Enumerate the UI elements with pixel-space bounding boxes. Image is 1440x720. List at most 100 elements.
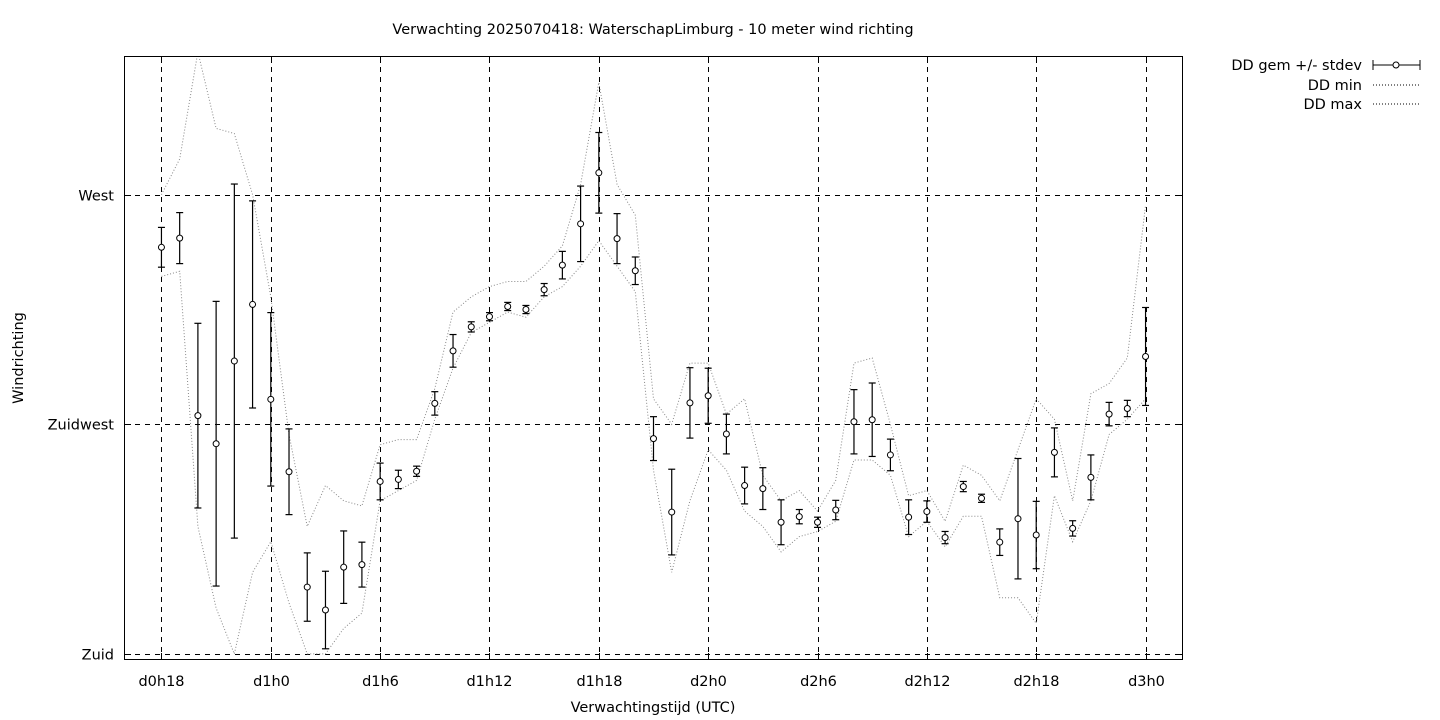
mean-marker <box>413 467 421 475</box>
errorbar-point <box>1105 401 1113 427</box>
errorbar-point <box>194 322 202 509</box>
mean-marker <box>358 561 366 569</box>
mean-marker <box>996 538 1004 546</box>
mean-marker <box>230 357 238 365</box>
mean-marker <box>577 220 585 228</box>
x-tick-label: d1h12 <box>466 674 512 690</box>
x-tick-label: d2h18 <box>1013 674 1059 690</box>
mean-marker <box>686 399 694 407</box>
mean-marker <box>285 468 293 476</box>
errorbar-point <box>449 333 457 368</box>
errorbar-point <box>431 391 439 416</box>
x-tick-label: d0h18 <box>138 674 184 690</box>
errorbar-point <box>595 131 603 214</box>
errorbar-point <box>303 552 311 622</box>
errorbar-point <box>504 301 512 312</box>
errorbar-point <box>485 311 493 322</box>
x-tick-label: d1h0 <box>253 674 290 690</box>
x-tick-label: d2h0 <box>690 674 727 690</box>
mean-marker <box>394 475 402 483</box>
errorbar-point <box>249 200 257 409</box>
mean-marker <box>249 300 257 308</box>
mean-marker <box>540 286 548 294</box>
mean-marker <box>157 243 165 251</box>
mean-marker <box>759 485 767 493</box>
errorbar-point <box>722 413 730 455</box>
errorbar-point <box>394 469 402 490</box>
mean-marker <box>795 513 803 521</box>
errorbar-point <box>376 462 384 501</box>
mean-marker <box>522 306 530 314</box>
errorbar-point <box>176 212 184 265</box>
x-tick-label: d3h0 <box>1128 674 1165 690</box>
legend-swatch-mean-marker <box>1392 61 1400 69</box>
mean-marker <box>431 399 439 407</box>
errorbar-point <box>358 541 366 588</box>
errorbar-point <box>230 183 238 539</box>
errorbar-point <box>959 480 967 493</box>
x-tick-label: d1h6 <box>362 674 399 690</box>
mean-marker <box>650 435 657 443</box>
y-tick-label: West <box>78 189 114 205</box>
mean-marker <box>668 508 676 516</box>
mean-marker <box>959 483 967 491</box>
errorbar-point <box>814 516 822 528</box>
mean-marker <box>923 508 931 516</box>
mean-marker <box>340 563 348 571</box>
errorbar-point <box>558 250 566 280</box>
mean-marker <box>868 416 876 424</box>
mean-marker <box>1069 524 1077 532</box>
mean-marker <box>449 347 457 355</box>
x-tick-label: d2h6 <box>800 674 837 690</box>
chart-title: Verwachting 2025070418: WaterschapLimbur… <box>392 22 913 38</box>
errorbar-point <box>613 213 621 265</box>
mean-marker <box>1123 405 1131 413</box>
errorbar-point <box>759 467 767 511</box>
mean-marker <box>212 440 220 448</box>
mean-marker <box>321 606 329 614</box>
errorbar-point <box>522 304 530 315</box>
mean-marker <box>504 302 512 310</box>
mean-marker <box>613 235 621 243</box>
errorbar-point <box>832 499 840 521</box>
errorbar-point <box>978 493 986 503</box>
x-axis-ticks: d0h18 d1h0 d1h6 d1h12 d1h18 d2h0 d2h6 d2h12 d2h1… <box>138 57 1165 690</box>
mean-marker <box>558 261 566 269</box>
errorbar-point <box>686 367 694 439</box>
errorbar-point <box>577 185 585 263</box>
errorbar-point <box>467 321 475 333</box>
errorbar-point <box>1032 500 1040 570</box>
x-axis-label: Verwachtingstijd (UTC) <box>571 700 736 716</box>
series-dd-min <box>161 239 1146 656</box>
errorbar-point <box>704 367 712 424</box>
errorbar-point <box>413 465 421 477</box>
mean-marker <box>905 513 913 521</box>
errorbar-point <box>905 499 913 536</box>
mean-marker <box>303 583 311 591</box>
errorbar-point <box>923 500 931 523</box>
dd-min-line <box>161 239 1146 656</box>
legend-label-mean: DD gem +/- stdev <box>1231 58 1362 74</box>
y-axis-label: Windrichting <box>11 312 27 404</box>
legend-label-min: DD min <box>1308 78 1362 94</box>
errorbar-point <box>795 508 803 525</box>
y-axis-ticks: Zuid Zuidwest West <box>48 189 1182 664</box>
errorbar-point <box>157 226 165 268</box>
errorbar-point <box>321 570 329 650</box>
errorbar-point <box>631 256 639 286</box>
errorbar-point <box>540 282 548 297</box>
mean-marker <box>376 477 384 485</box>
mean-marker <box>485 313 493 321</box>
errorbar-point <box>1069 520 1077 537</box>
mean-marker <box>832 506 840 514</box>
errorbar-point <box>650 416 657 462</box>
errorbar-point <box>868 382 876 458</box>
mean-marker <box>595 169 603 177</box>
errorbar-point <box>1142 306 1150 407</box>
errorbar-point <box>850 389 858 455</box>
gridlines <box>125 57 1182 659</box>
legend-entry-mean: DD gem +/- stdev <box>1231 58 1421 74</box>
y-tick-label: Zuidwest <box>48 418 115 434</box>
x-tick-label: d1h18 <box>576 674 622 690</box>
